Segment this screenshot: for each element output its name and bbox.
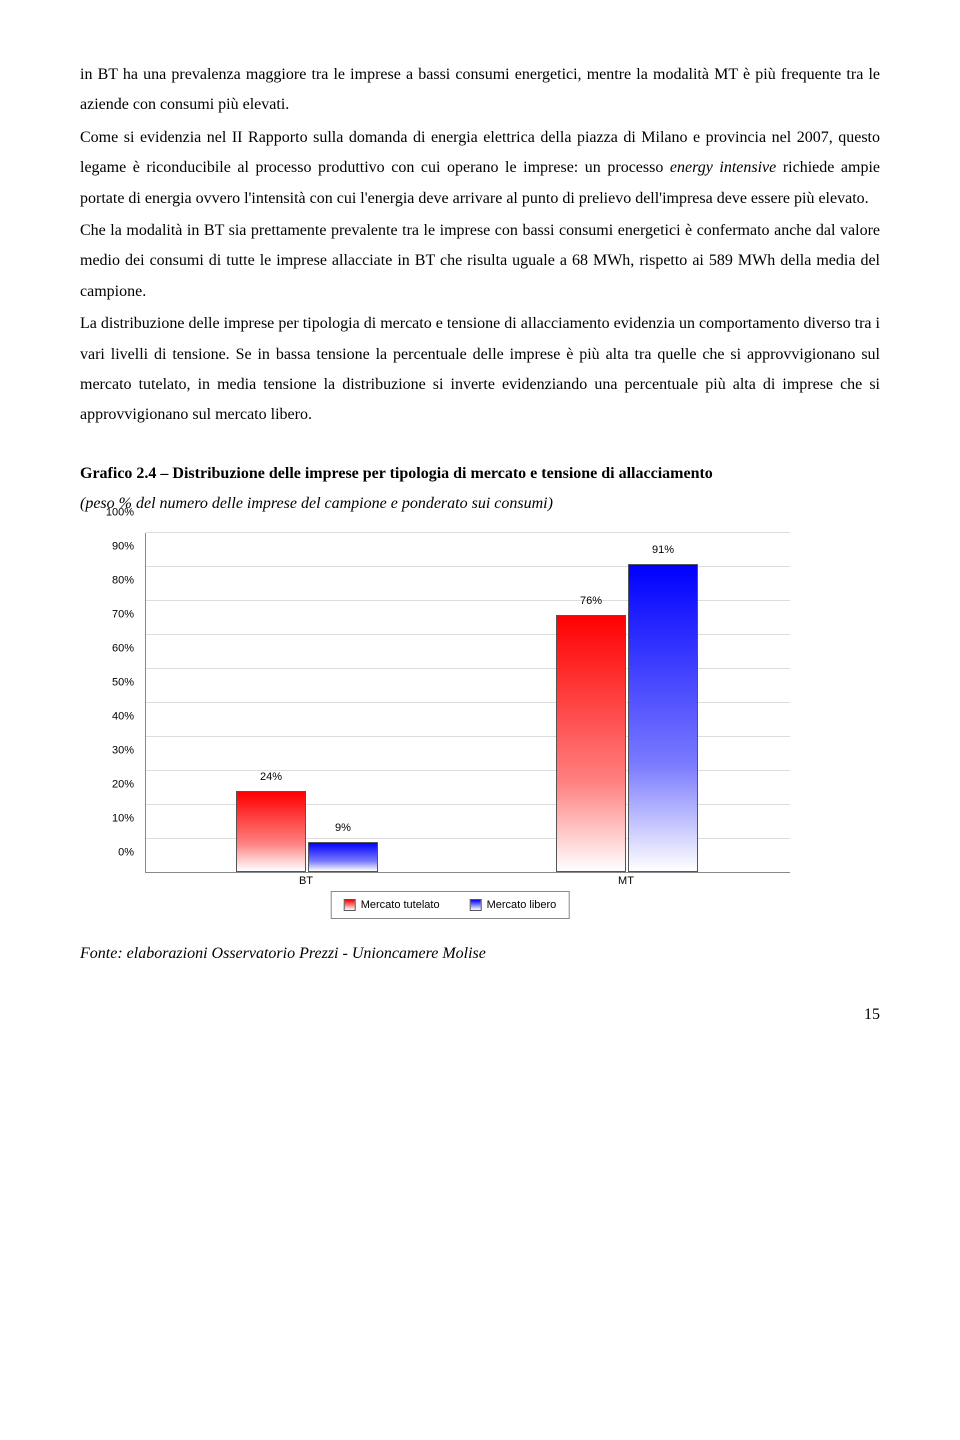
y-tick-label: 80% (112, 570, 134, 591)
bar-chart: 0% 10% 20% 30% 40% 50% 60% 70% 80% 90% 1… (100, 533, 800, 933)
chart-source: Fonte: elaborazioni Osservatorio Prezzi … (80, 939, 880, 969)
y-tick-label: 10% (112, 808, 134, 829)
chart-subtitle: (peso % del numero delle imprese del cam… (80, 489, 880, 519)
body-paragraph: in BT ha una prevalenza maggiore tra le … (80, 60, 880, 121)
legend-label: Mercato tutelato (361, 895, 440, 916)
bar-mt-libero (628, 564, 698, 872)
y-tick-label: 30% (112, 740, 134, 761)
bar-bt-libero (308, 842, 378, 873)
y-tick-label: 50% (112, 672, 134, 693)
y-tick-label: 90% (112, 536, 134, 557)
bar-mt-tutelato (556, 615, 626, 873)
emphasis-text: energy intensive (670, 159, 776, 176)
legend-swatch-icon (470, 899, 482, 911)
y-axis: 0% 10% 20% 30% 40% 50% 60% 70% 80% 90% 1… (100, 533, 140, 873)
bar-value-label: 9% (335, 818, 351, 839)
page-number: 15 (80, 1000, 880, 1030)
bar-value-label: 91% (652, 540, 674, 561)
y-tick-label: 100% (106, 502, 134, 523)
body-paragraph: La distribuzione delle imprese per tipol… (80, 309, 880, 431)
x-tick-label: MT (618, 871, 634, 892)
grid-line (146, 532, 790, 533)
bar-value-label: 76% (580, 591, 602, 612)
legend-swatch-icon (344, 899, 356, 911)
chart-legend: Mercato tutelato Mercato libero (331, 891, 570, 920)
y-tick-label: 0% (118, 842, 134, 863)
legend-item: Mercato tutelato (344, 895, 440, 916)
bar-value-label: 24% (260, 767, 282, 788)
legend-item: Mercato libero (470, 895, 557, 916)
body-paragraph: Come si evidenzia nel II Rapporto sulla … (80, 123, 880, 214)
legend-label: Mercato libero (487, 895, 557, 916)
y-tick-label: 60% (112, 638, 134, 659)
y-tick-label: 20% (112, 774, 134, 795)
chart-title: Grafico 2.4 – Distribuzione delle impres… (80, 459, 880, 489)
y-tick-label: 40% (112, 706, 134, 727)
plot-area: 24% 9% 76% 91% (145, 533, 790, 873)
body-paragraph: Che la modalità in BT sia prettamente pr… (80, 216, 880, 307)
y-tick-label: 70% (112, 604, 134, 625)
x-tick-label: BT (299, 871, 313, 892)
bar-bt-tutelato (236, 791, 306, 872)
